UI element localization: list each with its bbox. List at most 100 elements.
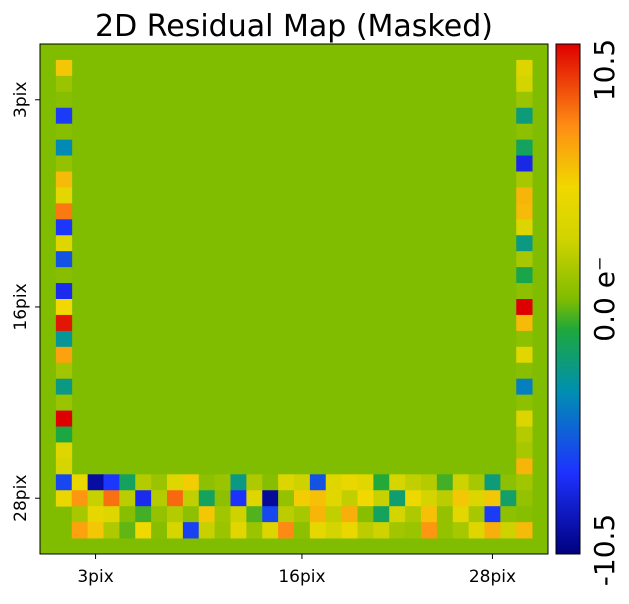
heatmap-cell: [516, 346, 533, 364]
heatmap-cell: [405, 522, 422, 539]
heatmap-cell: [516, 314, 533, 332]
heatmap-cell: [484, 522, 501, 539]
heatmap-cell: [230, 522, 247, 539]
heatmap-cell: [87, 522, 104, 539]
heatmap-cell: [198, 522, 216, 539]
heatmap-cell: [325, 522, 343, 539]
heatmap-cell: [278, 522, 295, 539]
heatmap-cell: [405, 490, 422, 507]
heatmap-cell: [389, 490, 406, 507]
heatmap-cell: [516, 378, 533, 396]
heatmap-cell: [151, 522, 168, 539]
heatmap-cell: [484, 474, 501, 491]
heatmap-cell: [103, 506, 120, 523]
heatmap-cell: [484, 490, 501, 507]
heatmap-cell: [500, 474, 517, 491]
heatmap-cell: [500, 490, 517, 507]
heatmap-cell: [55, 187, 73, 204]
heatmap-cell: [182, 490, 200, 507]
heatmap-cell: [55, 346, 73, 364]
heatmap-cell: [167, 522, 184, 539]
heatmap-cell: [55, 314, 73, 332]
heatmap-cell: [436, 490, 454, 507]
heatmap-cell: [55, 490, 73, 507]
heatmap-cell: [135, 522, 152, 539]
heatmap-cell: [357, 522, 374, 539]
heatmap-cell: [55, 426, 73, 443]
heatmap-cell: [516, 203, 533, 220]
heatmap-cell: [246, 506, 263, 523]
heatmap-cell: [373, 522, 390, 539]
heatmap-cell: [309, 474, 327, 491]
heatmap-cell: [246, 474, 263, 491]
heatmap-cell: [500, 522, 517, 539]
heatmap-cell: [135, 506, 152, 523]
heatmap-cell: [516, 219, 533, 236]
heatmap-cell: [71, 474, 89, 491]
heatmap-cell: [214, 474, 231, 491]
heatmap-cell: [294, 490, 311, 507]
heatmap-cell: [214, 490, 231, 507]
heatmap-cell: [373, 490, 390, 507]
heatmap-cell: [516, 155, 533, 172]
heatmap-cell: [294, 506, 311, 523]
heatmap-cell: [516, 410, 533, 427]
heatmap-cell: [246, 490, 263, 507]
heatmap-cell: [55, 283, 73, 300]
heatmap-cell: [484, 506, 501, 523]
heatmap-cell: [55, 458, 73, 475]
heatmap-cell: [87, 506, 104, 523]
heatmap-cell: [468, 506, 485, 523]
y-axis: 3pix 16pix 28pix: [11, 82, 40, 522]
heatmap-cell: [119, 474, 136, 491]
heatmap-cell: [516, 426, 533, 443]
heatmap-cell: [182, 522, 200, 539]
x-axis: 3pix 16pix 28pix: [77, 554, 516, 587]
heatmap-cell: [516, 235, 533, 252]
heatmap-cell: [182, 506, 200, 523]
heatmap-cell: [468, 474, 485, 491]
masked-background: [40, 44, 548, 554]
heatmap-cell: [198, 490, 216, 507]
heatmap-cell: [468, 522, 485, 539]
heatmap-cell: [55, 75, 73, 93]
y-tick-label: 16pix: [11, 283, 31, 330]
heatmap-cell: [103, 474, 120, 491]
heatmap-cell: [389, 506, 406, 523]
heatmap-cell: [341, 506, 358, 523]
chart-title: 2D Residual Map (Masked): [95, 9, 493, 44]
heatmap-cell: [55, 123, 73, 141]
heatmap-cell: [55, 155, 73, 172]
heatmap-cell: [119, 490, 136, 507]
heatmap-cell: [151, 506, 168, 523]
heatmap-cell: [167, 506, 184, 523]
heatmap-cell: [516, 59, 533, 77]
heatmap-cell: [452, 490, 470, 507]
heatmap-cell: [325, 474, 343, 491]
heatmap-cell: [405, 506, 422, 523]
heatmap-cell: [516, 75, 533, 93]
heatmap-cell: [278, 474, 295, 491]
heatmap-cell: [516, 522, 533, 539]
heatmap-cell: [357, 490, 374, 507]
heatmap-cell: [436, 474, 454, 491]
heatmap-cell: [516, 283, 533, 300]
heatmap-cell: [55, 362, 73, 380]
heatmap-cell: [71, 506, 89, 523]
heatmap-cell: [421, 506, 438, 523]
heatmap-cell: [452, 506, 470, 523]
heatmap-cell: [135, 490, 152, 507]
heatmap-cell: [135, 474, 152, 491]
heatmap-cell: [262, 474, 279, 491]
heatmap-cell: [230, 474, 247, 491]
heatmap-cell: [119, 522, 136, 539]
heatmap-cell: [516, 267, 533, 284]
heatmap-cell: [230, 506, 247, 523]
heatmap-cell: [71, 490, 89, 507]
heatmap-cell: [55, 410, 73, 427]
heatmap-cell: [516, 123, 533, 141]
heatmap-cell: [436, 522, 454, 539]
heatmap-cell: [119, 506, 136, 523]
colorbar-max-label: 10.5: [588, 39, 621, 101]
